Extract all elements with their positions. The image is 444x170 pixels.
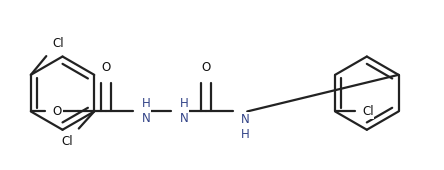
Text: Cl: Cl <box>362 105 373 118</box>
Text: O: O <box>201 61 210 74</box>
Text: N
H: N H <box>241 113 250 141</box>
Text: O: O <box>53 105 62 118</box>
Text: O: O <box>101 61 110 74</box>
Text: H
N: H N <box>180 97 188 125</box>
Text: Cl: Cl <box>61 135 73 148</box>
Text: H
N: H N <box>142 97 150 125</box>
Text: Cl: Cl <box>52 37 63 50</box>
